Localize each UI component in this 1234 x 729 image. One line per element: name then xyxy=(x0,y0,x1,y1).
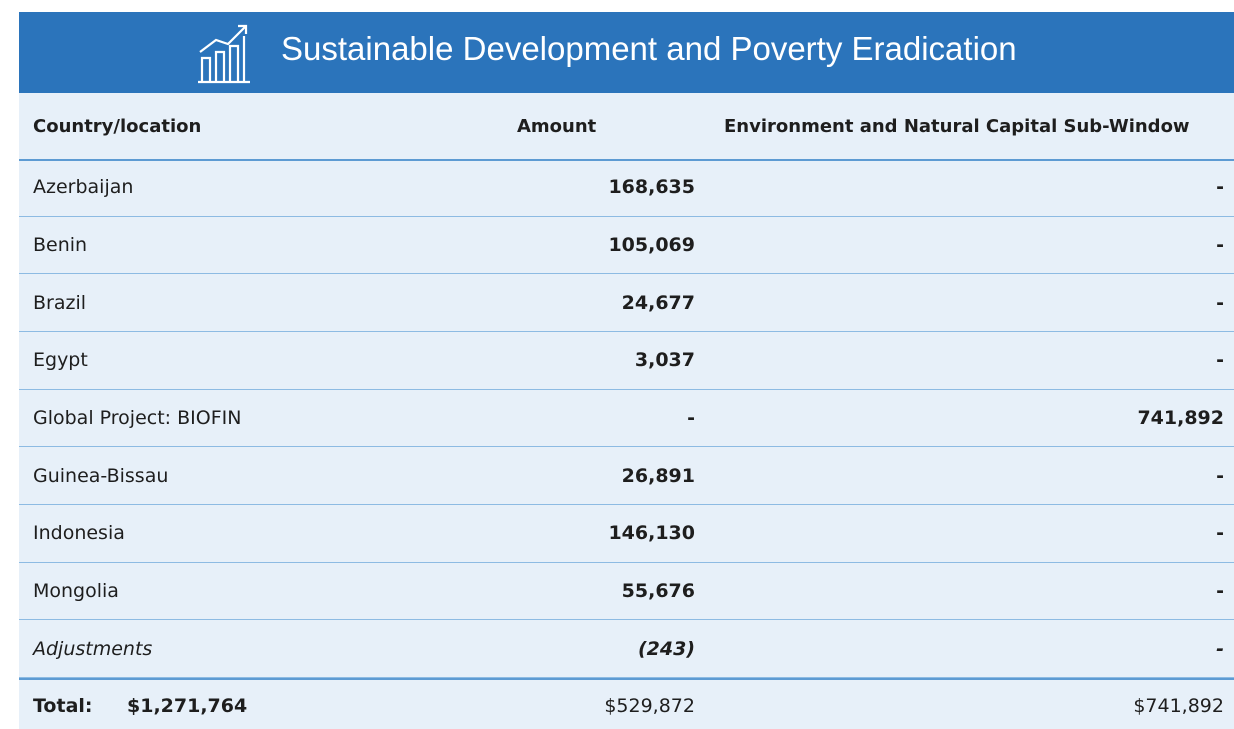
table-row: Global Project: BIOFIN - 741,892 xyxy=(19,390,1234,448)
total-label: Total: xyxy=(33,694,93,717)
total-amount: $529,872 xyxy=(604,694,695,717)
table-cell: - xyxy=(1216,579,1224,602)
table-cell: Adjustments xyxy=(33,637,153,660)
table-cell: Benin xyxy=(33,233,88,256)
table-cell: 146,130 xyxy=(608,522,695,545)
total-environment: $741,892 xyxy=(1133,694,1224,717)
total-row: Total: $1,271,764 $529,872 $741,892 xyxy=(19,678,1234,729)
table-cell: Egypt xyxy=(33,349,88,372)
table-row: Mongolia 55,676 - xyxy=(19,563,1234,621)
table-row: Brazil 24,677 - xyxy=(19,274,1234,332)
table-cell: - xyxy=(687,406,695,429)
table-cell: Indonesia xyxy=(33,522,125,545)
table-cell: - xyxy=(1216,349,1224,372)
table-row: Indonesia 146,130 - xyxy=(19,505,1234,563)
table-cell: - xyxy=(1216,522,1224,545)
total-value: $1,271,764 xyxy=(127,694,248,717)
table-cell: 741,892 xyxy=(1137,406,1224,429)
table-row: Benin 105,069 - xyxy=(19,217,1234,275)
table-cell: Global Project: BIOFIN xyxy=(33,406,242,429)
table-cell: Brazil xyxy=(33,291,87,314)
table-cell: Azerbaijan xyxy=(33,176,134,199)
table-row: Guinea-Bissau 26,891 - xyxy=(19,447,1234,505)
table-cell: 26,891 xyxy=(621,464,695,487)
table-row: Azerbaijan 168,635 - xyxy=(19,159,1234,217)
table-cell: Mongolia xyxy=(33,579,119,602)
table-row: Egypt 3,037 - xyxy=(19,332,1234,390)
table-cell: Guinea-Bissau xyxy=(33,464,169,487)
table-cell: 24,677 xyxy=(621,291,695,314)
table-row: Adjustments (243) - xyxy=(19,620,1234,678)
table-cell: - xyxy=(1216,291,1224,314)
table-cell: 3,037 xyxy=(634,349,695,372)
banner: Sustainable Development and Poverty Erad… xyxy=(19,12,1234,93)
header-row: Country/location Amount Environment and … xyxy=(19,93,1234,161)
title: Sustainable Development and Poverty Erad… xyxy=(281,30,1017,67)
table-cell: - xyxy=(1216,176,1224,199)
chart-icon xyxy=(198,24,250,84)
column-header: Environment and Natural Capital Sub-Wind… xyxy=(724,115,1190,137)
table-cell: - xyxy=(1216,637,1224,660)
table-cell: (243) xyxy=(637,637,695,660)
table-cell: 168,635 xyxy=(608,176,695,199)
column-header: Amount xyxy=(517,115,597,137)
table-cell: - xyxy=(1216,233,1224,256)
column-header: Country/location xyxy=(33,115,202,137)
table-cell: 55,676 xyxy=(621,579,695,602)
table: Country/location Amount Environment and … xyxy=(19,93,1234,729)
table-cell: 105,069 xyxy=(608,233,695,256)
table-cell: - xyxy=(1216,464,1224,487)
